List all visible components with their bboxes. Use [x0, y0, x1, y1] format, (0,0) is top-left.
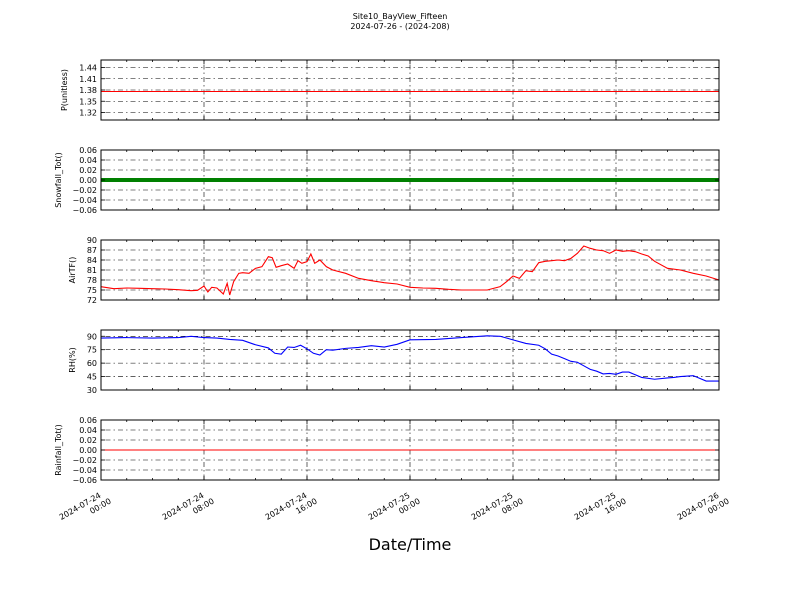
y-tick-label: 45: [87, 373, 97, 382]
y-tick-label: 90: [87, 236, 97, 245]
y-tick-label: 1.44: [79, 64, 97, 73]
panel-p: 1.44 1.41 1.38 1.35 1.32 P(unitless): [60, 59, 720, 121]
y-tick-label: 0.02: [79, 436, 97, 445]
y-tick-label: −0.04: [72, 466, 97, 475]
y-tick-label: −0.06: [72, 206, 97, 215]
panel-rh: 90 75 60 45 30 RH(%): [68, 329, 720, 395]
panel-snowfall: 0.060.040.020.00−0.02−0.04−0.06 Snowfall_…: [54, 146, 720, 215]
y-tick-label: 81: [87, 266, 97, 275]
y-axis-label-snowfall: Snowfall_Tot(): [54, 152, 63, 208]
y-tick-label: 1.41: [79, 75, 97, 84]
y-axis-label-rainfall: Rainfall_Tot(): [54, 424, 63, 476]
grid-rh: [100, 330, 720, 391]
y-tick-label: 0.06: [79, 416, 97, 425]
chart-subtitle: 2024-07-26 - (2024-208): [350, 22, 449, 31]
y-tick-label: −0.04: [72, 196, 97, 205]
y-tick-label: −0.02: [72, 456, 97, 465]
y-tick-label: 30: [87, 386, 97, 395]
y-axis-label-airtf: AirTF(): [68, 257, 77, 284]
y-tick-label: 0.06: [79, 146, 97, 155]
y-tick-label: 60: [87, 359, 97, 368]
series-rh: [100, 335, 719, 382]
y-tick-label: 0.00: [79, 446, 97, 455]
y-tick-label: 75: [87, 346, 97, 355]
y-tick-label: −0.06: [72, 476, 97, 485]
y-tick-label: 0.04: [79, 156, 97, 165]
y-tick-label: 84: [87, 256, 97, 265]
y-tick-label: 1.35: [79, 97, 97, 106]
x-axis-label: Date/Time: [369, 535, 452, 554]
y-tick-label: 87: [87, 246, 97, 255]
y-tick-label: 0.02: [79, 166, 97, 175]
y-tick-label: 1.32: [79, 109, 97, 118]
grid-p: [100, 60, 720, 120]
y-tick-label: 75: [87, 286, 97, 295]
axes-frame-rh: [100, 329, 720, 391]
series-airtf: [100, 245, 720, 296]
y-tick-label: 90: [87, 332, 97, 341]
y-axis-label-p: P(unitless): [60, 69, 69, 111]
y-tick-label: 1.38: [79, 86, 97, 95]
y-tick-label: 0.00: [79, 176, 97, 185]
y-tick-label: 78: [87, 276, 97, 285]
panels: 1.441.411.381.351.32P(unitless)0.060.040…: [54, 59, 720, 485]
panel-rainfall: 0.060.040.020.00−0.02−0.04−0.06 Rainfall_…: [54, 416, 720, 485]
y-tick-label: 72: [87, 296, 97, 305]
y-tick-label: 0.04: [79, 426, 97, 435]
chart-title: Site10_BayView_Fifteen: [353, 12, 448, 21]
y-axis-label-rh: RH(%): [68, 347, 77, 372]
y-tick-label: −0.02: [72, 186, 97, 195]
